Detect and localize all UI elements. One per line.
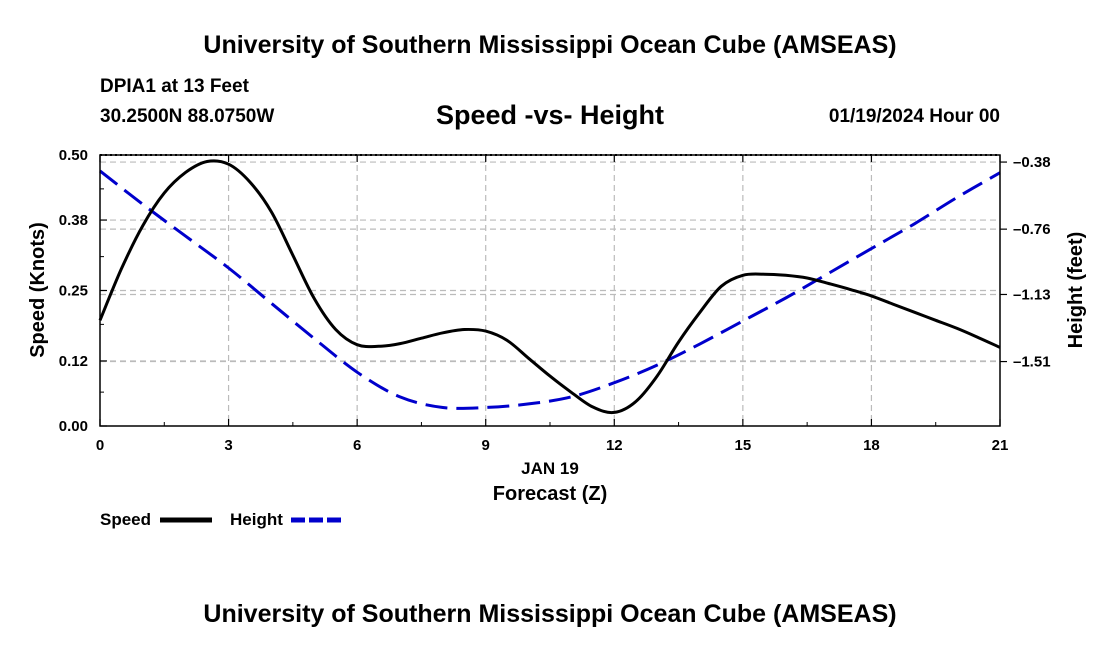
y2-tick-label: –1.51: [1013, 354, 1051, 371]
page-footer-title: University of Southern Mississippi Ocean…: [203, 600, 897, 628]
y-tick-label: 0.00: [59, 418, 88, 435]
x-tick-label: 0: [96, 437, 104, 454]
x-tick-label: 15: [735, 437, 752, 454]
y-tick-label: 0.50: [59, 147, 88, 164]
y-axis-label: Speed (Knots): [27, 222, 49, 358]
page-title: University of Southern Mississippi Ocean…: [203, 31, 897, 59]
x-tick-label: 21: [992, 437, 1009, 454]
y2-tick-label: –0.38: [1013, 154, 1051, 171]
y2-tick-label: –0.76: [1013, 221, 1051, 238]
x-axis-label: Forecast (Z): [493, 483, 607, 505]
axes: 0 3 6 9 12 15 18 21 0.00 0.12 0.25 0.38 0.50 –0.38 –0.…: [59, 147, 1051, 454]
y-tick-label: 0.25: [59, 283, 88, 300]
station-coordinates: 30.2500N 88.0750W: [100, 106, 275, 127]
height-series-line: [99, 169, 1001, 410]
grid: [100, 155, 1000, 426]
x-tick-label: 3: [224, 437, 232, 454]
station-label: DPIA1 at 13 Feet: [100, 76, 249, 97]
x-axis-date-label: JAN 19: [521, 459, 579, 478]
y2-axis-label: Height (feet): [1065, 232, 1087, 349]
x-tick-label: 12: [606, 437, 623, 454]
y-tick-label: 0.12: [59, 353, 88, 370]
y-tick-label: 0.38: [59, 212, 88, 229]
y2-tick-label: –1.13: [1013, 286, 1051, 303]
speed-series-line: [98, 159, 1001, 415]
x-tick-label: 18: [863, 437, 880, 454]
x-tick-label: 6: [353, 437, 361, 454]
chart-title: Speed -vs- Height: [435, 100, 665, 130]
legend-height-label: Height: [230, 510, 283, 529]
legend: Speed Height: [100, 510, 343, 529]
x-tick-label: 9: [482, 437, 490, 454]
series: [98, 159, 1001, 415]
legend-speed-label: Speed: [100, 510, 151, 529]
forecast-date: 01/19/2024 Hour 00: [828, 106, 1000, 127]
